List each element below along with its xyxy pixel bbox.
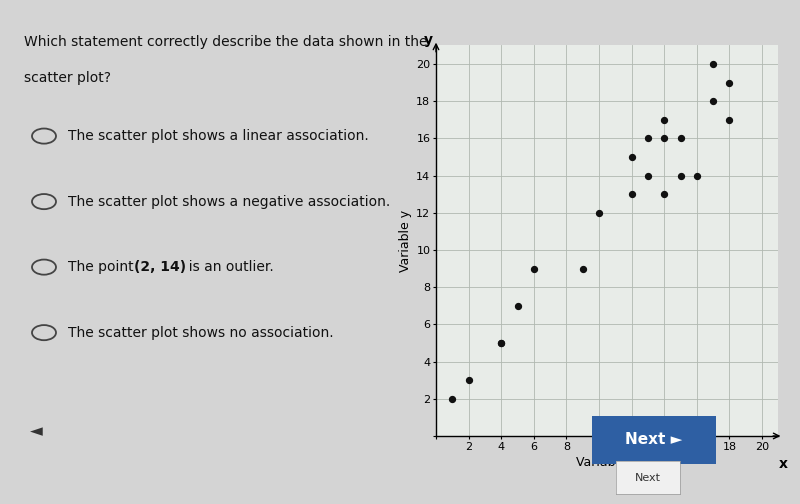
Text: The point: The point	[68, 260, 142, 274]
Text: Next ►: Next ►	[626, 432, 682, 447]
X-axis label: Variable x: Variable x	[576, 456, 638, 469]
Point	[495, 339, 508, 347]
Text: Which statement correctly describe the data shown in the: Which statement correctly describe the d…	[24, 35, 427, 49]
Point	[723, 116, 736, 124]
Point	[706, 97, 719, 105]
Text: scatter plot?: scatter plot?	[24, 71, 111, 85]
Text: The scatter plot shows no association.: The scatter plot shows no association.	[68, 326, 334, 340]
Point	[690, 171, 703, 179]
Text: (2, 14): (2, 14)	[134, 260, 186, 274]
Point	[495, 339, 508, 347]
Point	[626, 153, 638, 161]
Text: ◄: ◄	[30, 422, 42, 440]
Text: is an outlier.: is an outlier.	[180, 260, 274, 274]
Point	[658, 135, 670, 143]
Point	[593, 209, 606, 217]
Point	[446, 395, 458, 403]
Point	[626, 190, 638, 198]
Point	[723, 79, 736, 87]
Point	[674, 135, 687, 143]
Point	[642, 171, 654, 179]
Y-axis label: Variable y: Variable y	[399, 210, 412, 272]
Point	[576, 265, 589, 273]
Point	[462, 376, 475, 384]
Text: The scatter plot shows a linear association.: The scatter plot shows a linear associat…	[68, 129, 369, 143]
Point	[674, 171, 687, 179]
Point	[658, 190, 670, 198]
Text: y: y	[423, 33, 432, 47]
Point	[527, 265, 540, 273]
Point	[642, 135, 654, 143]
Text: Next: Next	[635, 473, 661, 482]
Point	[511, 302, 524, 310]
Point	[706, 60, 719, 68]
Text: x: x	[778, 457, 788, 471]
Text: The scatter plot shows a negative association.: The scatter plot shows a negative associ…	[68, 195, 390, 209]
Point	[658, 116, 670, 124]
